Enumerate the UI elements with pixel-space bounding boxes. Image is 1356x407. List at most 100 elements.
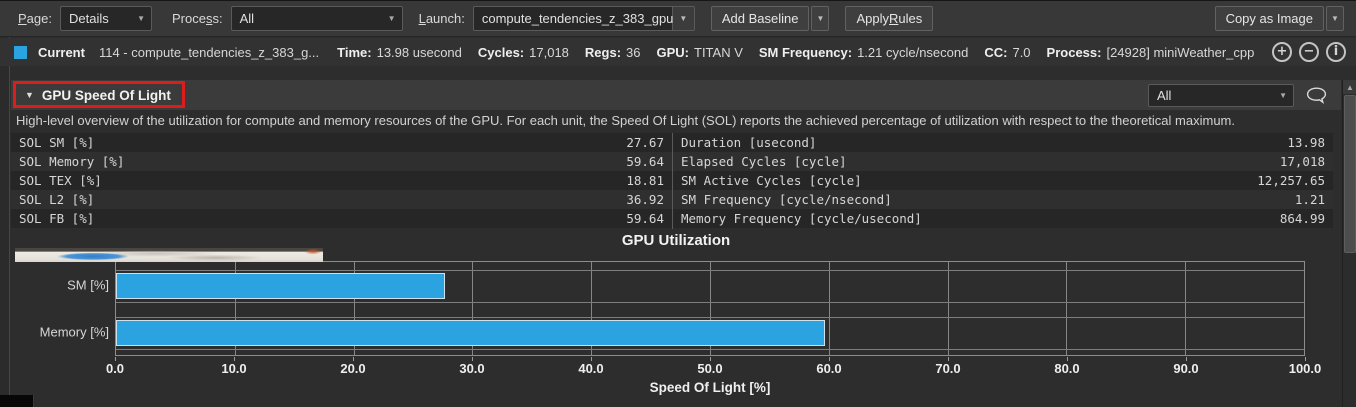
metric-name: SOL FB [%] — [19, 211, 95, 226]
table-row: SM Frequency [cycle/nsecond] 1.21 — [673, 190, 1333, 209]
metric-value: 12,257.65 — [1257, 173, 1325, 188]
chart-y-labels: SM [%] Memory [%] — [11, 261, 109, 356]
add-baseline-button[interactable]: Add Baseline — [710, 6, 810, 31]
tick-label: 80.0 — [1054, 361, 1080, 376]
scroll-up-icon[interactable]: ▲ — [1343, 80, 1356, 94]
tick-mark — [472, 357, 473, 361]
metric-value: 36.92 — [626, 192, 664, 207]
stat-process: Process: [24928] miniWeather_cpp — [1046, 44, 1255, 60]
metric-name: SM Active Cycles [cycle] — [681, 173, 862, 188]
table-row: SOL Memory [%] 59.64 — [11, 152, 672, 171]
gridline — [116, 349, 1304, 351]
gpu-utilization-chart — [115, 261, 1305, 356]
vertical-scrollbar[interactable]: ▲ — [1342, 80, 1356, 407]
scrollbar-thumb[interactable] — [1344, 95, 1356, 253]
table-row: SOL FB [%] 59.64 — [11, 209, 672, 228]
gridline — [710, 262, 711, 355]
stat-cycles: Cycles: 17,018 — [477, 44, 569, 60]
tick-label: 70.0 — [935, 361, 961, 376]
launch-select[interactable]: compute_tendencies_z_383_gpu — [472, 6, 673, 31]
metric-name: SOL TEX [%] — [19, 173, 102, 188]
metric-value: 18.81 — [626, 173, 664, 188]
section-filter-select[interactable]: All ▼ — [1148, 83, 1294, 107]
chevron-down-icon: ▼ — [387, 14, 396, 23]
chevron-down-icon: ▼ — [816, 14, 825, 23]
screenshot-artifact — [15, 248, 323, 262]
tick-mark — [591, 357, 592, 361]
metric-value: 1.21 — [1294, 192, 1325, 207]
metric-name: Memory Frequency [cycle/usecond] — [681, 211, 922, 226]
chart-x-axis-label: Speed Of Light [%] — [649, 380, 771, 395]
stat-gpu: GPU: TITAN V — [656, 44, 743, 60]
current-label: Current — [38, 44, 85, 60]
comment-icon[interactable] — [1306, 86, 1327, 104]
tick-mark — [948, 357, 949, 361]
chevron-down-icon: ▼ — [137, 14, 145, 23]
table-row: Duration [usecond] 13.98 — [673, 133, 1333, 152]
gridline — [947, 262, 949, 355]
info-icon[interactable]: i — [1326, 42, 1346, 62]
zoom-out-icon[interactable]: − — [1299, 42, 1319, 62]
gridline — [591, 262, 593, 355]
copy-as-image-button[interactable]: Copy as Image — [1214, 6, 1324, 31]
section-description: High-level overview of the utilization f… — [16, 113, 1235, 128]
copy-as-image-menu-button[interactable]: ▼ — [1326, 6, 1344, 31]
tick-label: 100.0 — [1288, 361, 1322, 376]
launch-select-arrow[interactable]: ▼ — [672, 6, 695, 31]
table-row: SOL TEX [%] 18.81 — [11, 171, 672, 190]
gridline — [828, 262, 830, 355]
page-select-value: Details — [68, 11, 109, 26]
gridline — [472, 262, 474, 355]
current-result-bar: Current 114 - compute_tendencies_z_383_g… — [0, 38, 1356, 66]
metric-name: SOL L2 [%] — [19, 192, 95, 207]
tick-label: 50.0 — [697, 361, 723, 376]
tick-label: 40.0 — [578, 361, 604, 376]
stat-time: Time: 13.98 usecond — [337, 44, 462, 60]
tick-mark — [1067, 357, 1068, 361]
process-select-value: All — [239, 11, 255, 26]
zoom-in-icon[interactable]: + — [1272, 42, 1292, 62]
table-row: SOL L2 [%] 36.92 — [11, 190, 672, 209]
tick-mark — [115, 357, 116, 361]
launch-label: Launch: — [418, 11, 465, 26]
sol-metrics-table: SOL SM [%] 27.67 SOL Memory [%] 59.64 SOL … — [11, 133, 1341, 229]
chart-x-ticks: 0.0 10.0 20.0 30.0 40.0 50.0 60.0 70.0 80.0 90.0 1… — [106, 357, 1321, 379]
table-row: Memory Frequency [cycle/usecond] 864.99 — [673, 209, 1333, 228]
gridline — [116, 301, 1304, 303]
tick-label: 10.0 — [221, 361, 247, 376]
collapse-arrow-icon[interactable]: ▼ — [25, 90, 34, 100]
sol-table-left: SOL SM [%] 27.67 SOL Memory [%] 59.64 SOL … — [11, 133, 672, 229]
chart-category-label: Memory [%] — [39, 324, 109, 340]
gridline — [116, 317, 1304, 319]
chart-bar — [116, 272, 445, 299]
metric-value: 27.67 — [626, 135, 664, 150]
window-corner — [0, 395, 34, 407]
tick-label: 0.0 — [105, 361, 125, 376]
add-baseline-menu-button[interactable]: ▼ — [811, 6, 830, 31]
tick-mark — [1305, 357, 1306, 361]
tick-mark — [234, 357, 235, 361]
chevron-down-icon: ▼ — [1331, 14, 1339, 23]
page-select[interactable]: Details ▼ — [59, 6, 152, 31]
process-select[interactable]: All ▼ — [230, 6, 403, 31]
chart-bar — [116, 320, 825, 347]
page-label: Page: — [18, 11, 52, 26]
gridline — [1185, 262, 1187, 355]
metric-value: 864.99 — [1279, 211, 1325, 226]
tick-label: 60.0 — [816, 361, 842, 376]
metric-name: SOL Memory [%] — [19, 154, 125, 169]
table-row: SM Active Cycles [cycle] 12,257.65 — [673, 171, 1333, 190]
tick-mark — [1186, 357, 1187, 361]
gridline — [1066, 262, 1068, 355]
section-header-gpu-sol[interactable]: ▼ GPU Speed Of Light All ▼ — [11, 80, 1341, 110]
gridline — [234, 262, 236, 355]
pane-left-gutter — [0, 0, 10, 407]
stat-regs: Regs: 36 — [584, 44, 641, 60]
details-page-content: ▼ GPU Speed Of Light All ▼ High-level ov… — [11, 80, 1341, 407]
metric-name: SOL SM [%] — [19, 135, 95, 150]
table-row: Elapsed Cycles [cycle] 17,018 — [673, 152, 1333, 171]
gridline — [116, 269, 1304, 271]
tick-mark — [353, 357, 354, 361]
table-row: SOL SM [%] 27.67 — [11, 133, 672, 152]
